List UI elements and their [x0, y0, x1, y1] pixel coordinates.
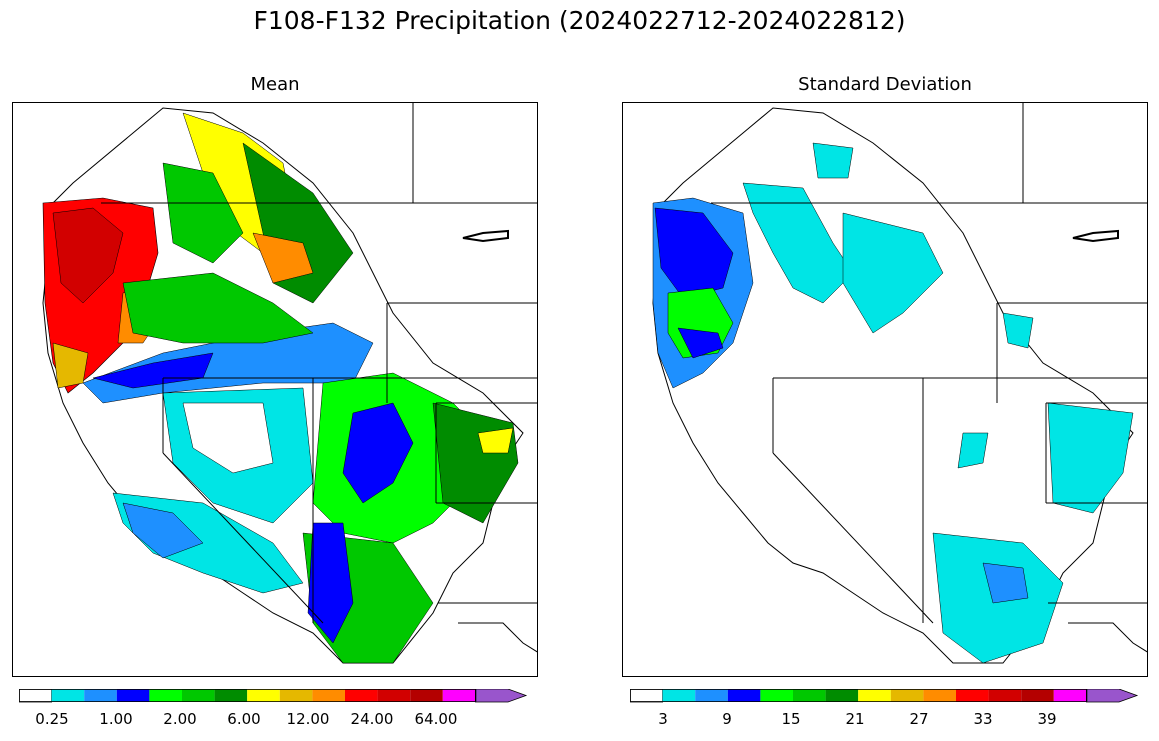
colorbar-segment	[182, 689, 215, 702]
colorbar-segment	[793, 689, 826, 702]
colorbar-segment	[760, 689, 793, 702]
colorbar-outline	[630, 689, 1088, 702]
land-outline	[652, 107, 1134, 664]
region-sd-cyan-2	[842, 212, 944, 334]
colorbar-segment	[630, 689, 663, 703]
colorbar-tick-label: 39	[1037, 710, 1057, 728]
colorbar-tick-label: 3	[658, 710, 668, 728]
colorbar-segment	[149, 689, 182, 702]
region-orange-mid	[252, 232, 314, 284]
region-white-interior	[182, 402, 274, 474]
colorbar-tick-label: 0.25	[35, 710, 69, 728]
mean-map-svg	[42, 103, 537, 664]
colorbar-segment	[116, 689, 150, 702]
mean-map	[12, 102, 538, 677]
colorbar-segment	[1021, 689, 1054, 702]
colorbar-segment	[51, 689, 85, 702]
colorbar-segment	[19, 689, 52, 703]
colorbar-tick-label: 9	[722, 710, 732, 728]
mean-panel-title: Mean	[250, 74, 300, 95]
region-sd-deepblue-coast	[654, 207, 734, 299]
colorbar-segment	[890, 689, 924, 702]
region-green-mid	[122, 272, 314, 344]
colorbar-segment	[727, 689, 761, 702]
colorbar-outline	[19, 689, 477, 702]
colorbar-segment	[279, 689, 313, 702]
region-sd-cyan-1	[742, 182, 854, 304]
colorbar-segment	[858, 689, 891, 702]
colorbar-segment	[410, 689, 443, 702]
state-borders	[101, 103, 537, 653]
region-sd-cyan-small-1	[1002, 312, 1034, 349]
colorbar-segment	[1053, 689, 1087, 702]
colorbar-tick-label: 6.00	[227, 710, 261, 728]
colorbar-segment	[1086, 689, 1139, 703]
colorbar-tick-label: 1.00	[99, 710, 133, 728]
region-sd-cyan-3	[812, 142, 854, 179]
region-blue-south-east	[307, 522, 354, 644]
region-yellow-east	[477, 427, 514, 454]
colorbar-segment	[475, 689, 528, 703]
colorbar-segment	[345, 689, 378, 702]
sd-map-svg	[652, 103, 1147, 664]
region-coastal-heavy-dark	[52, 207, 124, 304]
sd-panel-title: Standard Deviation	[798, 74, 972, 95]
region-green-north	[162, 162, 244, 264]
colorbar-segment	[988, 689, 1022, 702]
region-sd-cyan-small-2	[957, 432, 989, 469]
sd-map	[622, 102, 1148, 677]
colorbar-segment	[247, 689, 280, 702]
colorbar-tick-label: 15	[781, 710, 801, 728]
state-borders	[711, 103, 1147, 653]
mean-colorbar	[19, 689, 528, 703]
colorbar-segment	[695, 689, 728, 702]
colorbar-segment	[214, 689, 248, 702]
lake-shape	[462, 229, 509, 243]
region-sd-deepblue-south	[677, 327, 724, 359]
region-blue-south	[122, 502, 204, 559]
region-deepblue-band	[92, 352, 214, 389]
figure-title: F108-F132 Precipitation (2024022712-2024…	[253, 6, 906, 35]
colorbar-tick-label: 64.00	[414, 710, 458, 728]
colorbar-tick-label: 27	[909, 710, 929, 728]
colorbar-tick-label: 21	[845, 710, 865, 728]
region-sd-cyan-east	[1047, 402, 1134, 514]
colorbar-segment	[825, 689, 859, 702]
colorbar-segment	[442, 689, 476, 702]
colorbar-segment	[956, 689, 989, 702]
colorbar-segment	[923, 689, 956, 702]
region-sd-blue-south	[982, 562, 1029, 604]
lake-shape	[1072, 229, 1119, 243]
colorbar-tick-label: 12.00	[286, 710, 330, 728]
sd-colorbar	[630, 689, 1139, 703]
colorbar-segment	[662, 689, 696, 702]
colorbar-tick-label: 2.00	[163, 710, 197, 728]
colorbar-segment	[84, 689, 117, 702]
colorbar-tick-label: 24.00	[350, 710, 394, 728]
colorbar-tick-label: 33	[973, 710, 993, 728]
region-blue-east	[342, 402, 414, 504]
colorbar-segment	[377, 689, 411, 702]
colorbar-segment	[312, 689, 345, 702]
